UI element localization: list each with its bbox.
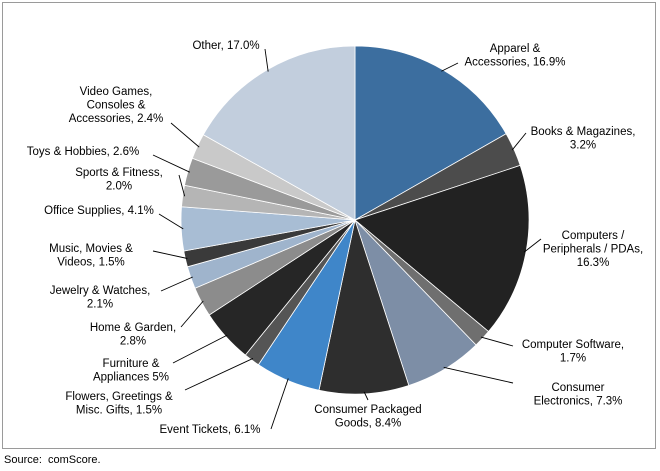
pie-chart: Apparel & Accessories, 16.9% Books & Magaz… [27, 40, 643, 436]
leader-line [152, 154, 190, 173]
leader-line [264, 48, 269, 72]
pie-slice [354, 45, 507, 221]
slice-label: Jewelry & Watches, 2.1% [50, 285, 151, 311]
leader-line [180, 300, 204, 328]
slice-label: Home & Garden, 2.8% [90, 322, 176, 348]
leader-line [152, 250, 188, 259]
slice-label: Flowers, Greetings & Misc. Gifts, 1.5% [65, 391, 173, 417]
slice-label: Apparel & Accessories, 16.9% [465, 43, 566, 69]
slice-label: Consumer Packaged Goods, 8.4% [314, 404, 421, 430]
slice-label: Consumer Electronics, 7.3% [534, 382, 623, 408]
leader-line [270, 378, 289, 430]
source-note: Source: comScore. [4, 454, 101, 466]
leader-line [160, 276, 193, 292]
leader-line [184, 358, 254, 391]
slice-label: Event Tickets, 6.1% [160, 424, 261, 436]
leader-line [363, 391, 369, 401]
slice-label: Computer Software, 1.7% [522, 339, 624, 365]
leader-line [170, 122, 200, 148]
leader-line [172, 334, 228, 364]
leader-line [441, 62, 459, 72]
leader-line [480, 336, 514, 347]
slice-label: Sports & Fitness, 2.0% [75, 167, 163, 193]
slice-label: Other, 17.0% [192, 40, 259, 52]
leader-line [443, 366, 514, 384]
leader-line [523, 238, 542, 253]
leader-line [158, 213, 184, 230]
slice-label: Furniture & Appliances 5% [93, 358, 169, 384]
pie-slice [354, 164, 530, 333]
pie-slice [318, 218, 410, 395]
chart-frame: Apparel & Accessories, 16.9% Books & Magaz… [2, 2, 656, 449]
pie-slice [202, 45, 356, 221]
slice-label: Video Games, Consoles & Accessories, 2.4% [69, 86, 164, 125]
slice-label: Toys & Hobbies, 2.6% [27, 146, 140, 158]
slice-label: Music, Movies & Videos, 1.5% [49, 243, 133, 269]
slice-label: Office Supplies, 4.1% [44, 205, 154, 217]
leader-line [511, 132, 527, 151]
slice-label: Books & Magazines, 3.2% [531, 126, 636, 152]
slice-label: Computers / Peripherals / PDAs, 16.3% [543, 230, 643, 269]
leader-line [178, 174, 186, 197]
